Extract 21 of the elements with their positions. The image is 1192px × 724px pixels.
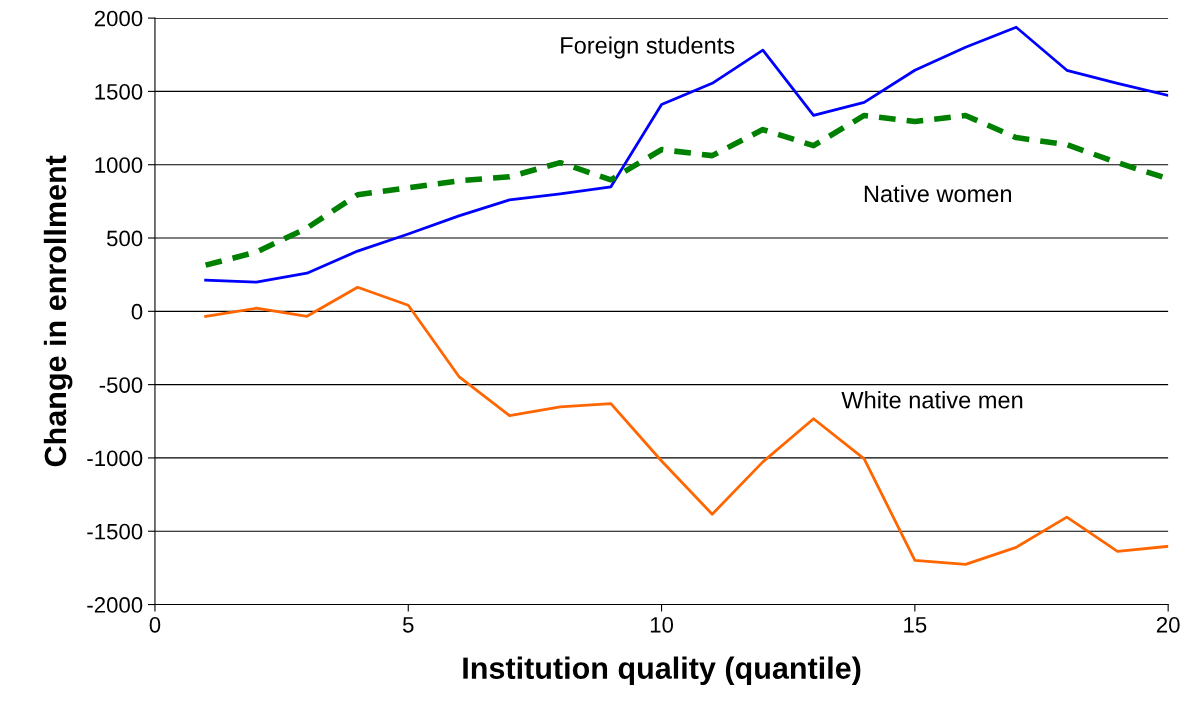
x-tick-label: 0 <box>149 616 161 633</box>
y-tick-label: -1500 <box>87 523 143 540</box>
x-tick-label: 5 <box>402 617 414 633</box>
y-tick-label: 1000 <box>95 157 143 173</box>
x-axis-title: Institution quality (quantile) <box>463 656 861 685</box>
y-tick-label: 0 <box>131 303 143 320</box>
line-series <box>204 25 1169 284</box>
y-tick-label: -500 <box>99 377 143 393</box>
x-tick-label: 10 <box>650 616 674 633</box>
text: Native women <box>864 184 1012 203</box>
y-tick-label: -2000 <box>87 597 143 613</box>
x-tick-label: 20 <box>1156 616 1180 633</box>
y-tick-label: -1000 <box>87 450 143 467</box>
series-label: Foreign students <box>561 36 735 59</box>
y-tick-label: 1500 <box>95 83 143 100</box>
x-tick-label: 15 <box>904 617 927 633</box>
series-label: White native men <box>841 391 1023 409</box>
y-tick-label: 2000 <box>94 10 143 27</box>
y-tick-label: 500 <box>106 230 143 247</box>
y-axis-title: Change in enrollment <box>43 155 73 467</box>
line-series <box>204 285 1169 566</box>
